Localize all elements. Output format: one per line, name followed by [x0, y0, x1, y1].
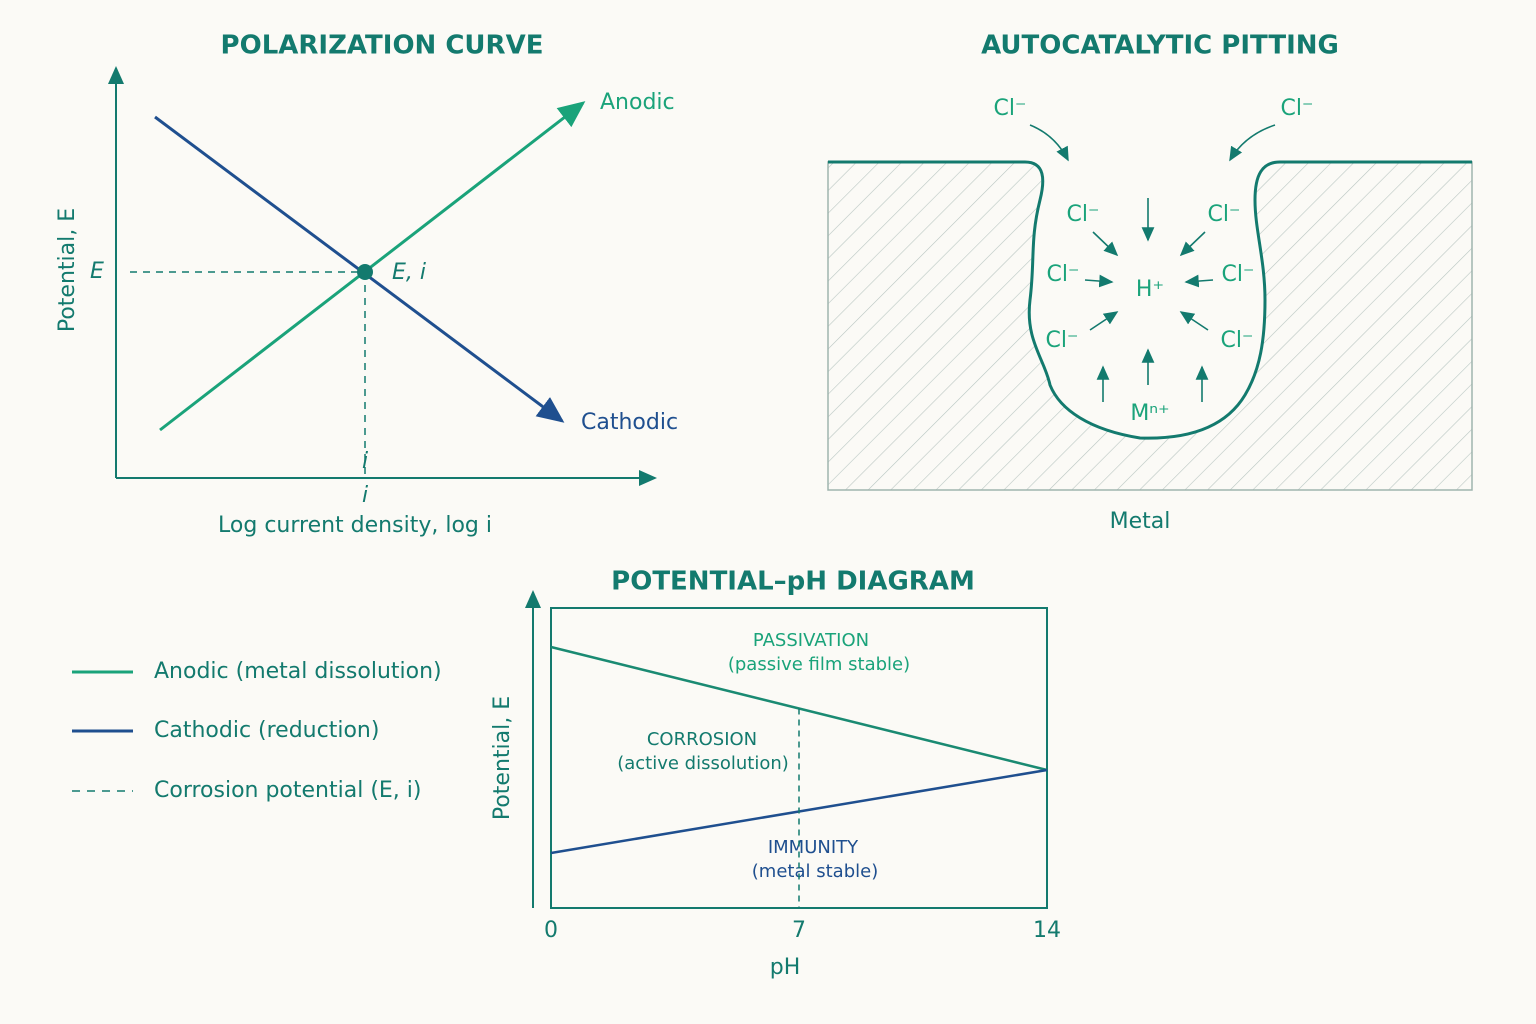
metal-label: Metal: [1110, 509, 1171, 534]
region-name: IMMUNITY: [768, 837, 859, 858]
region-description: (passive film stable): [728, 654, 910, 675]
i-label: i: [362, 483, 368, 508]
metal-block: [827, 161, 1473, 491]
ion-label: H⁺: [1136, 277, 1164, 302]
intersection: [357, 264, 373, 280]
title: POLARIZATION CURVE: [221, 31, 544, 61]
pitting-panel: AUTOCATALYTIC PITTING Cl⁻ Cl⁻ Cl⁻ Cl⁻ Cl…: [827, 31, 1473, 534]
ion-label: Cl⁻: [1220, 328, 1253, 353]
ion-label: Cl⁻: [993, 96, 1026, 121]
point-label: E, i: [392, 260, 426, 285]
anodic-line: [159, 101, 586, 432]
ion-label: Cl⁻: [1066, 202, 1099, 227]
legend: Anodic (metal dissolution) Cathodic (red…: [72, 659, 442, 803]
title: POTENTIAL–pH DIAGRAM: [611, 567, 975, 597]
x-axis-label: pH: [770, 955, 801, 980]
e-label: E: [90, 259, 104, 284]
ion-label: Cl⁻: [1207, 202, 1240, 227]
x-tick-label: 7: [792, 918, 806, 943]
legend-label: Anodic (metal dissolution): [154, 659, 442, 684]
y-axis-label: Potential, E: [55, 208, 80, 332]
pit-surface: [828, 160, 1472, 440]
pourbaix-panel: POTENTIAL–pH DIAGRAM Potential, E pH PAS…: [490, 567, 1061, 981]
x-tick-label: 0: [544, 918, 558, 943]
arrows: [1029, 124, 1276, 402]
region-description: (metal stable): [752, 861, 878, 882]
x-axis-label: Log current density, log i: [218, 513, 492, 538]
polarization-panel: POLARIZATION CURVE Potential, E Log curr…: [55, 31, 678, 539]
ion-label: Cl⁻: [1221, 262, 1254, 287]
legend-label: Corrosion potential (E, i): [154, 778, 422, 803]
ion-label: Mⁿ⁺: [1130, 401, 1169, 426]
ion-label: Cl⁻: [1046, 262, 1079, 287]
ion-label: Cl⁻: [1280, 96, 1313, 121]
title: AUTOCATALYTIC PITTING: [981, 31, 1339, 61]
legend-label: Cathodic (reduction): [154, 718, 379, 743]
i-label: i: [362, 449, 368, 474]
y-axis-label: Potential, E: [490, 696, 515, 820]
anodic-label: Anodic: [600, 90, 675, 115]
cathodic-label: Cathodic: [581, 410, 678, 435]
region-description: (active dissolution): [617, 753, 789, 774]
x-tick-label: 14: [1033, 918, 1061, 943]
region-name: CORROSION: [647, 729, 757, 750]
region-name: PASSIVATION: [753, 630, 869, 651]
ion-label: Cl⁻: [1045, 328, 1078, 353]
